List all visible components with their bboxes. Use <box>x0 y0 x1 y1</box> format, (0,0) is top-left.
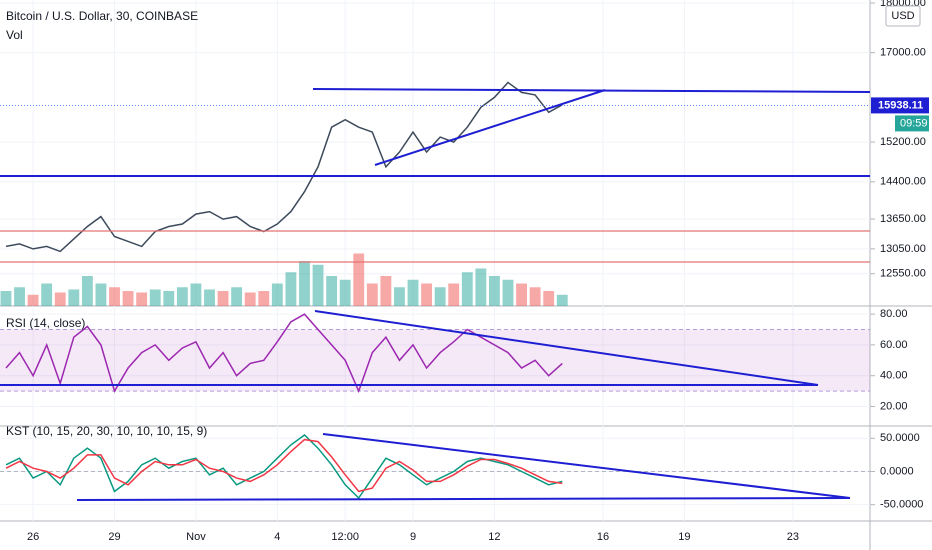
rsi-title: RSI (14, close) <box>6 316 85 330</box>
series-line <box>5 81 563 253</box>
y-tick-label: 13050.00 <box>880 243 926 255</box>
volume-bar <box>502 279 514 306</box>
countdown-label: 09:59 <box>900 117 928 129</box>
volume-bar <box>176 287 188 306</box>
x-tick-label: 9 <box>410 531 416 543</box>
trend-line <box>314 310 819 386</box>
last-price-label: 15938.11 <box>878 99 923 111</box>
volume-bar <box>434 287 446 306</box>
y-tick-label: 18000.00 <box>880 0 926 9</box>
kst-title: KST (10, 15, 20, 30, 10, 10, 10, 15, 9) <box>6 424 207 438</box>
volume-bar <box>149 289 161 306</box>
volume-bar <box>14 287 25 306</box>
volume-bar <box>380 276 392 306</box>
y-tick-label: 40.00 <box>880 370 908 382</box>
y-tick-label: 80.00 <box>880 308 908 320</box>
volume-bar <box>366 283 378 306</box>
trend-line <box>312 88 871 93</box>
last-price-box <box>871 97 929 114</box>
volume-bar <box>516 283 527 306</box>
volume-bar <box>339 279 351 306</box>
x-tick-label: 16 <box>597 531 609 543</box>
rsi-band <box>0 329 870 392</box>
volume-bar <box>0 291 12 306</box>
volume-bar <box>271 283 283 306</box>
x-tick-label: 12 <box>488 531 500 543</box>
volume-bar <box>326 276 338 306</box>
volume-label: Vol <box>6 28 23 42</box>
volume-bar <box>299 261 310 306</box>
volume-bar <box>529 287 541 306</box>
x-tick-label: 23 <box>787 531 799 543</box>
volume-bar <box>231 287 243 306</box>
series-line <box>5 438 563 493</box>
volume-bar <box>244 292 256 306</box>
series-line <box>5 434 563 500</box>
y-tick-label: 15200.00 <box>880 136 926 148</box>
volume-bar <box>461 272 473 306</box>
volume-bar <box>258 291 270 306</box>
currency: USD <box>891 10 914 22</box>
trend-line <box>322 433 851 499</box>
volume-bar <box>543 291 555 306</box>
x-tick-label: 19 <box>678 531 690 543</box>
y-tick-label: 60.00 <box>880 339 908 351</box>
volume-bar <box>68 289 80 306</box>
volume-bar <box>204 289 215 306</box>
x-tick-label: 4 <box>274 531 280 543</box>
y-tick-label: 0.0000 <box>880 465 914 477</box>
volume-bar <box>489 276 500 306</box>
x-tick-label: 26 <box>27 531 39 543</box>
y-tick-label: -50.0000 <box>880 499 923 511</box>
y-tick-label: 12550.00 <box>880 268 926 280</box>
volume-bar <box>95 283 107 306</box>
countdown-box <box>895 115 929 132</box>
volume-bar <box>136 292 148 306</box>
volume-bar <box>285 272 297 306</box>
volume-bar <box>217 291 229 306</box>
volume-bar <box>122 291 134 306</box>
x-tick-label: Nov <box>186 531 206 543</box>
volume-bar <box>81 276 93 306</box>
trend-line <box>76 497 851 501</box>
volume-bar <box>312 264 324 306</box>
volume-bar <box>27 294 39 306</box>
y-tick-label: 20.00 <box>880 400 908 412</box>
y-tick-label: 17000.00 <box>880 47 926 59</box>
series-line <box>5 313 563 394</box>
volume-bar <box>54 292 66 306</box>
x-tick-label: 12:00 <box>331 531 359 543</box>
currency-box[interactable] <box>885 5 921 27</box>
volume-bar <box>556 294 568 306</box>
volume-bar <box>353 253 365 306</box>
y-tick-label: 14400.00 <box>880 176 926 188</box>
volume-bar <box>190 283 202 306</box>
volume-bar <box>163 291 175 306</box>
x-tick-label: 29 <box>108 531 120 543</box>
chart-title: Bitcoin / U.S. Dollar, 30, COINBASE <box>6 9 198 23</box>
volume-bar <box>475 268 487 306</box>
trend-line <box>374 89 606 166</box>
volume-bar <box>407 279 419 306</box>
volume-bar <box>448 283 460 306</box>
volume-bar <box>394 287 405 306</box>
y-tick-label: 50.0000 <box>880 432 920 444</box>
volume-bar <box>109 287 120 306</box>
y-tick-label: 13650.00 <box>880 213 926 225</box>
volume-bar <box>421 283 433 306</box>
volume-bar <box>41 283 53 306</box>
